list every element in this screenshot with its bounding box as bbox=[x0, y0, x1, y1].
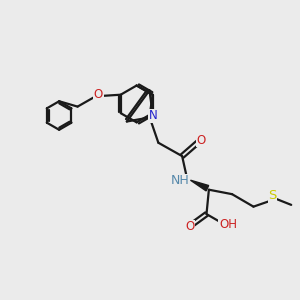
Text: S: S bbox=[268, 189, 277, 203]
Text: O: O bbox=[94, 88, 103, 101]
Text: N: N bbox=[148, 110, 158, 122]
Text: O: O bbox=[197, 134, 206, 147]
Text: NH: NH bbox=[170, 174, 189, 187]
Polygon shape bbox=[190, 180, 209, 191]
Text: OH: OH bbox=[219, 218, 237, 231]
Text: O: O bbox=[185, 220, 194, 233]
